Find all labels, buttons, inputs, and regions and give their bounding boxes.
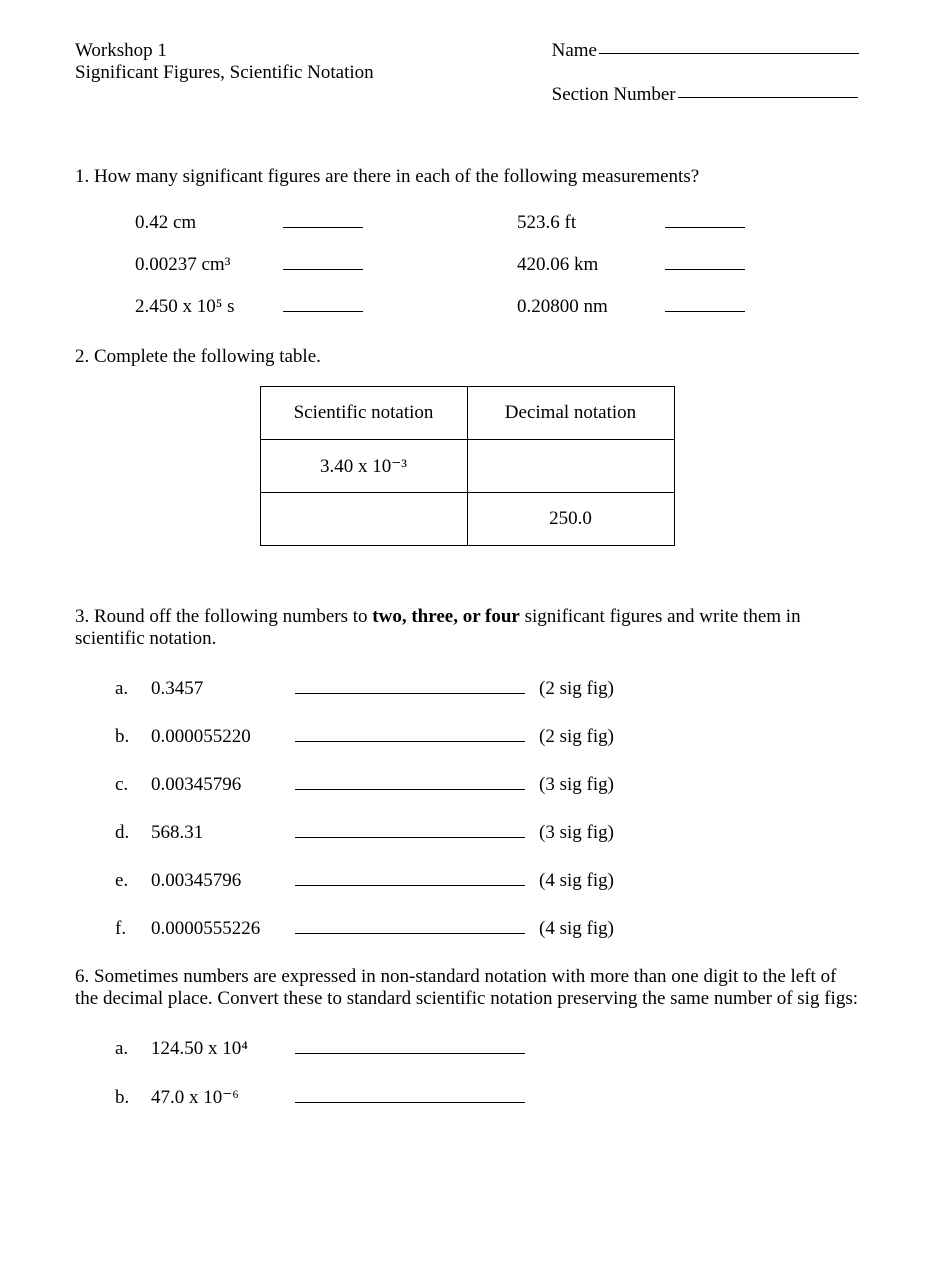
q3-number: 0.3457 — [151, 678, 281, 700]
q1-measurement: 0.00237 cm³ — [135, 254, 265, 276]
q3-row: f. 0.0000555226 (4 sig fig) — [115, 918, 859, 940]
header-right: Name Section Number — [552, 40, 859, 106]
q1-measurement: 0.42 cm — [135, 212, 265, 234]
name-blank[interactable] — [599, 53, 859, 54]
q1-measurement: 523.6 ft — [517, 212, 647, 234]
q3-sigfig: (2 sig fig) — [539, 678, 614, 700]
q6-row: b. 47.0 x 10⁻⁶ — [115, 1086, 859, 1109]
q3-sigfig: (3 sig fig) — [539, 774, 614, 796]
q6-letter: a. — [115, 1038, 137, 1060]
q3-prompt-bold: two, three, or four — [372, 606, 520, 627]
q3-row: a. 0.3457 (2 sig fig) — [115, 678, 859, 700]
notation-table: Scientific notation Decimal notation 3.4… — [260, 386, 675, 546]
q3-prompt: 3. Round off the following numbers to tw… — [75, 606, 859, 650]
q1-blank[interactable] — [283, 311, 363, 312]
q6-number: 47.0 x 10⁻⁶ — [151, 1086, 281, 1109]
q3-blank[interactable] — [295, 837, 525, 838]
question-1: 1. How many significant figures are ther… — [75, 166, 859, 318]
table-header: Decimal notation — [467, 387, 674, 440]
q6-row: a. 124.50 x 10⁴ — [115, 1038, 859, 1060]
table-cell: 3.40 x 10⁻³ — [260, 440, 467, 493]
q3-row: c. 0.00345796 (3 sig fig) — [115, 774, 859, 796]
q3-number: 0.00345796 — [151, 774, 281, 796]
q3-letter: e. — [115, 870, 137, 892]
name-field: Name — [552, 40, 859, 62]
table-cell: 250.0 — [467, 493, 674, 546]
q1-item: 0.00237 cm³ — [135, 254, 477, 276]
q1-item: 0.42 cm — [135, 212, 477, 234]
section-label: Section Number — [552, 84, 676, 105]
q3-sigfig: (3 sig fig) — [539, 822, 614, 844]
q1-blank[interactable] — [665, 227, 745, 228]
q6-list: a. 124.50 x 10⁴ b. 47.0 x 10⁻⁶ — [115, 1038, 859, 1109]
table-cell-blank[interactable] — [467, 440, 674, 493]
q3-letter: f. — [115, 918, 137, 940]
table-header: Scientific notation — [260, 387, 467, 440]
section-field: Section Number — [552, 84, 859, 106]
q3-sigfig: (2 sig fig) — [539, 726, 614, 748]
q3-letter: c. — [115, 774, 137, 796]
question-3: 3. Round off the following numbers to tw… — [75, 606, 859, 940]
q1-item: 0.20800 nm — [517, 296, 859, 318]
q1-blank[interactable] — [283, 227, 363, 228]
q1-blank[interactable] — [665, 311, 745, 312]
section-blank[interactable] — [678, 97, 858, 98]
q3-row: d. 568.31 (3 sig fig) — [115, 822, 859, 844]
q6-number: 124.50 x 10⁴ — [151, 1038, 281, 1060]
q1-measurement: 2.450 x 10⁵ s — [135, 296, 265, 318]
q1-prompt: 1. How many significant figures are ther… — [75, 166, 859, 188]
q3-blank[interactable] — [295, 741, 525, 742]
q6-blank[interactable] — [295, 1102, 525, 1103]
q3-blank[interactable] — [295, 693, 525, 694]
q3-number: 0.00345796 — [151, 870, 281, 892]
q1-blank[interactable] — [665, 269, 745, 270]
q3-row: e. 0.00345796 (4 sig fig) — [115, 870, 859, 892]
title-line-2: Significant Figures, Scientific Notation — [75, 62, 374, 84]
q3-list: a. 0.3457 (2 sig fig) b. 0.000055220 (2 … — [115, 678, 859, 940]
q3-letter: b. — [115, 726, 137, 748]
q1-item: 420.06 km — [517, 254, 859, 276]
q3-sigfig: (4 sig fig) — [539, 870, 614, 892]
q1-item: 523.6 ft — [517, 212, 859, 234]
q6-prompt: 6. Sometimes numbers are expressed in no… — [75, 966, 859, 1010]
header-left: Workshop 1 Significant Figures, Scientif… — [75, 40, 374, 84]
q1-measurement: 0.20800 nm — [517, 296, 647, 318]
q3-prompt-pre: 3. Round off the following numbers to — [75, 606, 372, 627]
q3-letter: d. — [115, 822, 137, 844]
q1-grid: 0.42 cm 523.6 ft 0.00237 cm³ 420.06 km 2… — [135, 212, 859, 318]
q3-number: 568.31 — [151, 822, 281, 844]
q2-prompt: 2. Complete the following table. — [75, 346, 859, 368]
q3-blank[interactable] — [295, 885, 525, 886]
q3-number: 0.000055220 — [151, 726, 281, 748]
table-cell-blank[interactable] — [260, 493, 467, 546]
question-2: 2. Complete the following table. Scienti… — [75, 346, 859, 546]
worksheet-header: Workshop 1 Significant Figures, Scientif… — [75, 40, 859, 106]
title-line-1: Workshop 1 — [75, 40, 374, 62]
q3-blank[interactable] — [295, 933, 525, 934]
q3-sigfig: (4 sig fig) — [539, 918, 614, 940]
q3-blank[interactable] — [295, 789, 525, 790]
q6-letter: b. — [115, 1087, 137, 1109]
q1-item: 2.450 x 10⁵ s — [135, 296, 477, 318]
q6-blank[interactable] — [295, 1053, 525, 1054]
q1-blank[interactable] — [283, 269, 363, 270]
q3-number: 0.0000555226 — [151, 918, 281, 940]
name-label: Name — [552, 40, 597, 61]
question-6: 6. Sometimes numbers are expressed in no… — [75, 966, 859, 1109]
q3-row: b. 0.000055220 (2 sig fig) — [115, 726, 859, 748]
q1-measurement: 420.06 km — [517, 254, 647, 276]
q3-letter: a. — [115, 678, 137, 700]
